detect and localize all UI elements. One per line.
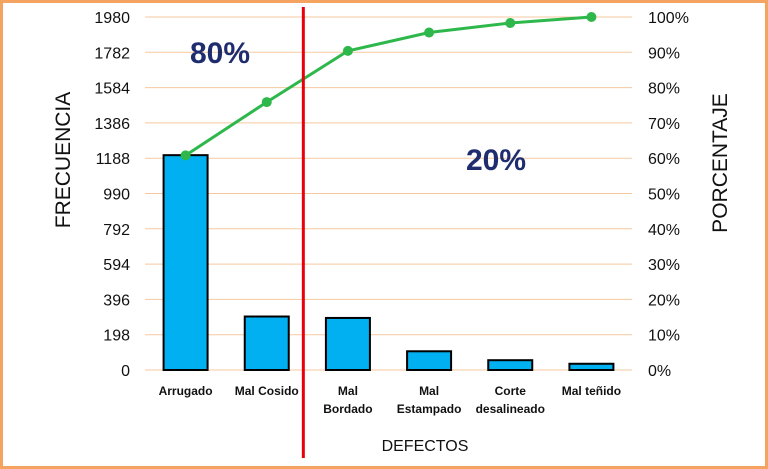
y-right-tick-label: 80% xyxy=(648,81,680,98)
x-tick-label: Bordado xyxy=(323,402,372,416)
x-axis-title: DEFECTOS xyxy=(382,438,469,455)
y-left-tick-label: 792 xyxy=(103,222,130,239)
y-right-tick-label: 10% xyxy=(648,328,680,345)
cumulative-point xyxy=(261,97,272,108)
y-left-tick-label: 396 xyxy=(103,292,130,309)
y-left-tick-label: 1584 xyxy=(94,81,130,98)
x-tick-label: desalineado xyxy=(476,402,545,416)
y-left-axis-title: FRECUENCIA xyxy=(52,92,75,229)
y-left-tick-label: 1980 xyxy=(94,10,130,27)
x-tick-label: Arrugado xyxy=(159,384,213,398)
y-right-tick-label: 30% xyxy=(648,257,680,274)
x-tick-label: Mal xyxy=(419,384,439,398)
y-left-tick-label: 990 xyxy=(103,187,130,204)
y-left-tick-label: 198 xyxy=(103,328,130,345)
y-left-tick-label: 1188 xyxy=(96,151,131,168)
cumulative-line xyxy=(184,15,592,157)
y-right-tick-label: 70% xyxy=(648,116,680,133)
y-right-axis-title: PORCENTAJE xyxy=(709,93,732,233)
cumulative-point xyxy=(586,12,597,22)
bar xyxy=(324,316,371,371)
x-tick-label: Mal teñido xyxy=(562,384,621,398)
y-right-tick-label: 60% xyxy=(648,151,680,168)
annotation-20: 20% xyxy=(466,144,526,177)
y-left-tick-label: 1386 xyxy=(94,116,130,133)
y-right-tick-label: 100% xyxy=(648,10,689,27)
y-right-tick-label: 50% xyxy=(648,187,680,204)
y-left-tick-label: 594 xyxy=(103,257,130,274)
cumulative-point xyxy=(180,150,191,161)
x-tick-label: Corte xyxy=(495,384,527,398)
annotation-80: 80% xyxy=(190,37,250,70)
bar xyxy=(162,154,209,371)
y-right-tick-label: 0% xyxy=(648,363,671,380)
cumulative-point xyxy=(505,18,516,29)
x-tick-label: Mal xyxy=(338,384,358,398)
bar xyxy=(406,350,453,371)
y-right-tick-label: 20% xyxy=(648,292,680,309)
y-right-tick-label: 40% xyxy=(648,222,680,239)
y-right-tick-label: 90% xyxy=(648,45,680,62)
y-left-tick-label: 0 xyxy=(121,363,130,380)
bar xyxy=(568,362,615,371)
cumulative-point xyxy=(424,27,435,38)
bar xyxy=(487,359,534,372)
cumulative-point xyxy=(342,45,353,56)
y-left-tick-label: 1782 xyxy=(94,45,130,62)
x-tick-label: Mal Cosido xyxy=(235,384,299,398)
bar xyxy=(243,315,290,371)
x-tick-label: Estampado xyxy=(397,402,462,416)
